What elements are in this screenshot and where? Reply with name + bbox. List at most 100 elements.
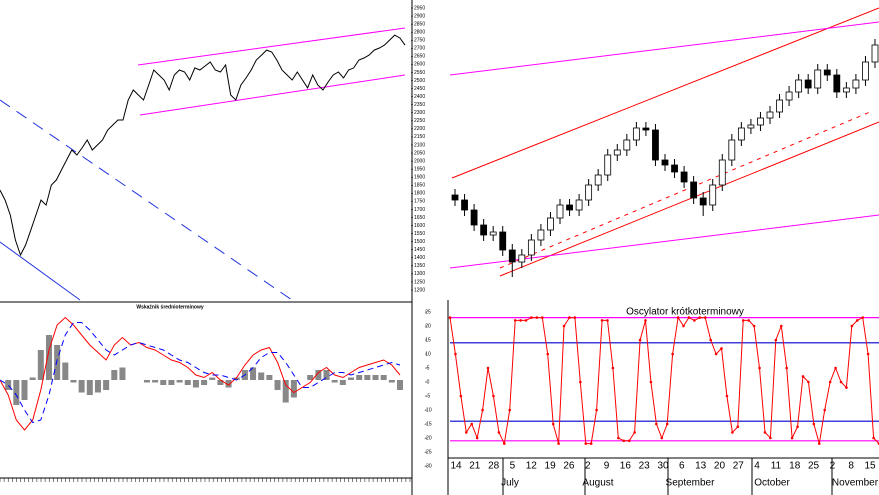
y-tick-label: -20 bbox=[424, 435, 431, 441]
y-tick-label: 1600 bbox=[414, 223, 425, 229]
panel-title: Wskaźnik średnioterminowy bbox=[136, 304, 203, 310]
histogram-bar bbox=[250, 367, 257, 380]
point bbox=[595, 408, 598, 412]
candle-body bbox=[537, 229, 545, 241]
y-tick-label: 1400 bbox=[414, 255, 425, 261]
trend-line bbox=[137, 27, 406, 66]
y-tick-label: 1700 bbox=[414, 207, 425, 213]
x-tick-label: 2 bbox=[830, 461, 836, 472]
point bbox=[817, 442, 821, 445]
y-tick-label: 1750 bbox=[414, 199, 425, 205]
point bbox=[448, 316, 452, 319]
candle-body bbox=[814, 69, 822, 89]
point bbox=[497, 431, 501, 434]
point bbox=[660, 436, 664, 440]
histogram-bar bbox=[388, 380, 395, 383]
point bbox=[671, 352, 674, 356]
point bbox=[481, 408, 484, 412]
y-tick-label: 1850 bbox=[414, 183, 425, 189]
y-tick-label: 2850 bbox=[414, 21, 425, 27]
candle-body bbox=[728, 139, 736, 161]
histogram-bar bbox=[397, 380, 403, 390]
histogram-bar bbox=[160, 380, 167, 385]
candle-body bbox=[842, 87, 850, 93]
x-tick-label: 28 bbox=[488, 461, 500, 472]
histogram-bar bbox=[282, 380, 289, 403]
histogram-bar bbox=[78, 380, 85, 393]
y-tick-label: 1200 bbox=[414, 287, 425, 293]
candle-body bbox=[613, 149, 621, 156]
histogram-bar bbox=[21, 380, 28, 400]
price-line bbox=[0, 34, 406, 257]
y-tick-label: 1800 bbox=[414, 191, 425, 197]
y-tick-label: 2300 bbox=[414, 110, 425, 116]
y-tick-label: -25 bbox=[424, 449, 431, 455]
candle-body bbox=[575, 199, 583, 211]
histogram-bar bbox=[86, 380, 93, 395]
point bbox=[622, 439, 626, 443]
y-tick-label: 2000 bbox=[414, 158, 425, 164]
candle-body bbox=[451, 194, 459, 201]
histogram-bar bbox=[266, 375, 273, 380]
histogram-bar bbox=[37, 350, 44, 380]
point bbox=[872, 436, 875, 440]
y-tick-label: 1650 bbox=[414, 215, 425, 221]
candle-body bbox=[699, 197, 707, 206]
histogram-bar bbox=[111, 370, 118, 380]
point bbox=[524, 319, 528, 322]
point bbox=[763, 431, 767, 434]
candle-body bbox=[470, 209, 478, 226]
candle-body bbox=[518, 254, 526, 263]
x-tick-label: 20 bbox=[714, 461, 726, 472]
histogram-bar bbox=[45, 335, 52, 380]
candle-body bbox=[862, 61, 869, 81]
y-tick-label: 15 bbox=[425, 337, 431, 343]
trend-line bbox=[499, 121, 879, 277]
candle-body bbox=[547, 217, 554, 231]
x-tick-label: 9 bbox=[604, 461, 610, 472]
point bbox=[546, 352, 550, 356]
y-tick-label: 1450 bbox=[414, 247, 425, 253]
point bbox=[774, 338, 778, 342]
point bbox=[617, 436, 620, 440]
y-tick-label: 1500 bbox=[414, 239, 425, 245]
point bbox=[655, 422, 658, 426]
histogram-bar bbox=[274, 380, 281, 390]
y-tick-label: 1250 bbox=[414, 279, 425, 285]
y-tick-label: 1350 bbox=[414, 263, 425, 269]
candle-body bbox=[661, 159, 669, 166]
candle-body bbox=[757, 117, 764, 126]
y-tick-label: 1900 bbox=[414, 175, 425, 181]
point bbox=[470, 422, 474, 426]
point bbox=[855, 319, 859, 322]
histogram-bar bbox=[258, 372, 265, 380]
histogram-bar bbox=[233, 377, 240, 380]
candle-body bbox=[632, 127, 640, 141]
y-tick-label: -30 bbox=[424, 463, 431, 469]
x-tick-label: 27 bbox=[733, 461, 745, 472]
histogram-bar bbox=[364, 375, 371, 380]
y-tick-label: -15 bbox=[424, 421, 431, 427]
candle-body bbox=[652, 129, 659, 161]
x-tick-label: 23 bbox=[639, 461, 651, 472]
y-tick-label: 2500 bbox=[414, 78, 425, 84]
histogram-bar bbox=[372, 375, 379, 380]
month-label: August bbox=[582, 478, 613, 489]
histogram-bar bbox=[339, 380, 346, 385]
point bbox=[589, 442, 593, 445]
histogram-bar bbox=[70, 380, 77, 383]
histogram-bar bbox=[290, 380, 297, 398]
point bbox=[741, 319, 745, 322]
trend-line bbox=[449, 21, 879, 76]
candle-body bbox=[804, 79, 812, 89]
point bbox=[584, 442, 588, 445]
panel-title: Oscylator krótkoterminowy bbox=[626, 307, 744, 318]
x-tick-label: 6 bbox=[679, 461, 685, 472]
y-tick-label: 2150 bbox=[414, 134, 425, 140]
y-tick-label: 2450 bbox=[414, 86, 425, 92]
y-tick-label: 2900 bbox=[414, 13, 425, 19]
y-tick-label: 1550 bbox=[414, 231, 425, 237]
x-tick-label: 13 bbox=[695, 461, 707, 472]
macd-line bbox=[0, 322, 401, 424]
